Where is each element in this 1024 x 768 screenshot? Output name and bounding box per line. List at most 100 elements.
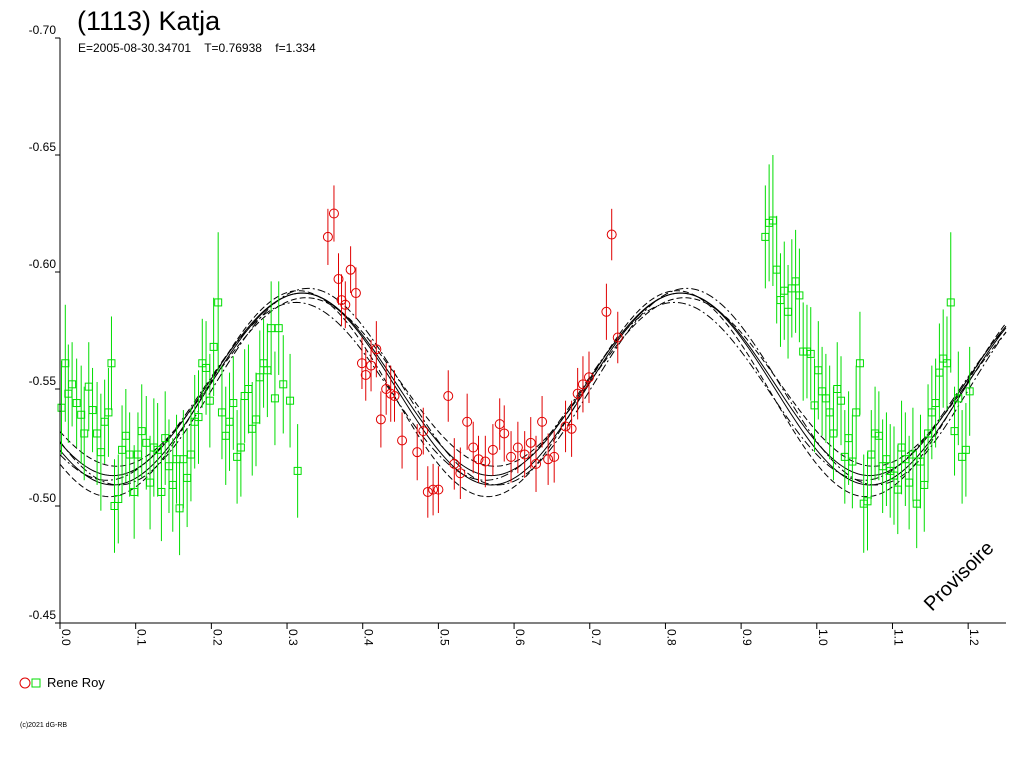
x-tick-label: 1.1 [891,629,905,646]
data-point-circle [397,435,408,446]
data-point-circle [480,456,491,467]
y-axis-ticks: -0.70 -0.65 -0.60 -0.55 -0.50 -0.45 [29,23,60,624]
data-point-square [806,349,815,358]
data-point-square [274,324,283,333]
data-point-circle [519,449,530,460]
data-point-circle [328,208,339,219]
data-point-circle [549,451,560,462]
data-point-square [72,399,81,408]
data-point-square [104,408,113,417]
copyright-text: (c)2021 dG-RB [20,722,67,729]
legend-square-marker [31,678,41,688]
data-point-square [214,298,223,307]
data-point-circle [371,344,382,355]
data-point-square [961,445,970,454]
data-point-square [209,342,218,351]
data-point-square [863,497,872,506]
data-point-square [965,387,974,396]
data-point-circle [412,447,423,458]
x-tick-label: 0.6 [513,629,527,646]
data-point-square [908,450,917,459]
data-point-square [270,394,279,403]
data-point-circle [360,369,371,380]
x-tick-label: 0.8 [664,629,678,646]
data-point-circle [345,264,356,275]
data-point-square [920,480,929,489]
data-point-circle [606,229,617,240]
data-point-square [125,450,134,459]
data-point-circle [418,426,429,437]
data-point-circle [428,484,439,495]
data-point-circle [612,332,623,343]
data-point-circle [487,444,498,455]
data-point-circle [537,416,548,427]
data-point-square [855,359,864,368]
data-point-square [286,396,295,405]
data-points [57,155,974,556]
y-tick-label: -0.50 [29,491,57,505]
data-point-circle [449,458,460,469]
data-point-square [954,394,963,403]
x-tick-label: 0.0 [59,629,73,646]
y-tick-label: -0.45 [29,608,57,622]
data-point-square [68,380,77,389]
x-tick-label: 0.4 [362,629,376,646]
data-point-circle [531,458,542,469]
data-point-circle [443,391,454,402]
data-point-circle [543,454,554,465]
x-tick-label: 1.0 [816,629,830,646]
data-point-square [157,487,166,496]
data-point-square [293,466,302,475]
data-point-square [236,443,245,452]
data-point-circle [340,299,351,310]
data-point-circle [350,288,361,299]
data-point-square [107,359,116,368]
data-point-circle [473,454,484,465]
data-point-circle [499,428,510,439]
data-point-circle [566,423,577,434]
x-tick-label: 0.5 [437,629,451,646]
data-point-square [194,413,203,422]
data-point-circle [366,360,377,371]
data-point-circle [560,421,571,432]
y-tick-label: -0.70 [29,23,57,37]
data-point-circle [462,416,473,427]
watermark-text: Provisoire [920,537,998,615]
data-point-circle [356,358,367,369]
data-point-circle [584,372,595,383]
x-axis-ticks: 0.0 0.1 0.2 0.3 0.4 0.5 0.6 0.7 0.8 0.9 1.0 1.1 1.2 [59,623,981,646]
data-point-square [229,399,238,408]
fit-curve [59,287,1007,486]
data-point-square [795,291,804,300]
data-point-circle [322,231,333,242]
data-point-square [946,298,955,307]
data-point-circle [512,442,523,453]
y-tick-label: -0.65 [29,140,57,154]
data-point-circle [468,442,479,453]
y-tick-label: -0.55 [29,374,57,388]
x-tick-label: 1.2 [967,629,981,646]
fit-curve [59,290,1007,498]
data-point-square [848,457,857,466]
data-point-square [80,429,89,438]
x-tick-label: 0.3 [286,629,300,646]
data-point-circle [375,414,386,425]
x-tick-label: 0.9 [740,629,754,646]
x-tick-label: 0.1 [135,629,149,646]
legend-circle-marker [19,677,31,689]
data-point-circle [333,274,344,285]
legend-label: Rene Roy [47,675,105,690]
y-tick-label: -0.60 [29,257,57,271]
data-point-square [205,396,214,405]
chart-subtitle: E=2005-08-30.34701 T=0.76938 f=1.334 [78,41,316,55]
data-point-circle [455,468,466,479]
data-point-circle [422,486,433,497]
data-point-circle [601,306,612,317]
legend: Rene Roy [19,675,105,690]
data-point-circle [572,388,583,399]
data-point-circle [433,484,444,495]
x-tick-label: 0.2 [210,629,224,646]
x-tick-label: 0.7 [589,629,603,646]
data-point-square [88,406,97,415]
